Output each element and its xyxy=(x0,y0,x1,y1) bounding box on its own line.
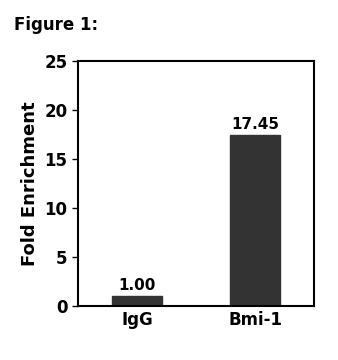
Bar xyxy=(112,296,162,306)
Y-axis label: Fold Enrichment: Fold Enrichment xyxy=(21,101,39,266)
Text: 1.00: 1.00 xyxy=(118,278,155,293)
Bar xyxy=(230,135,280,306)
Text: Figure 1:: Figure 1: xyxy=(14,16,98,34)
Text: 17.45: 17.45 xyxy=(231,117,279,132)
